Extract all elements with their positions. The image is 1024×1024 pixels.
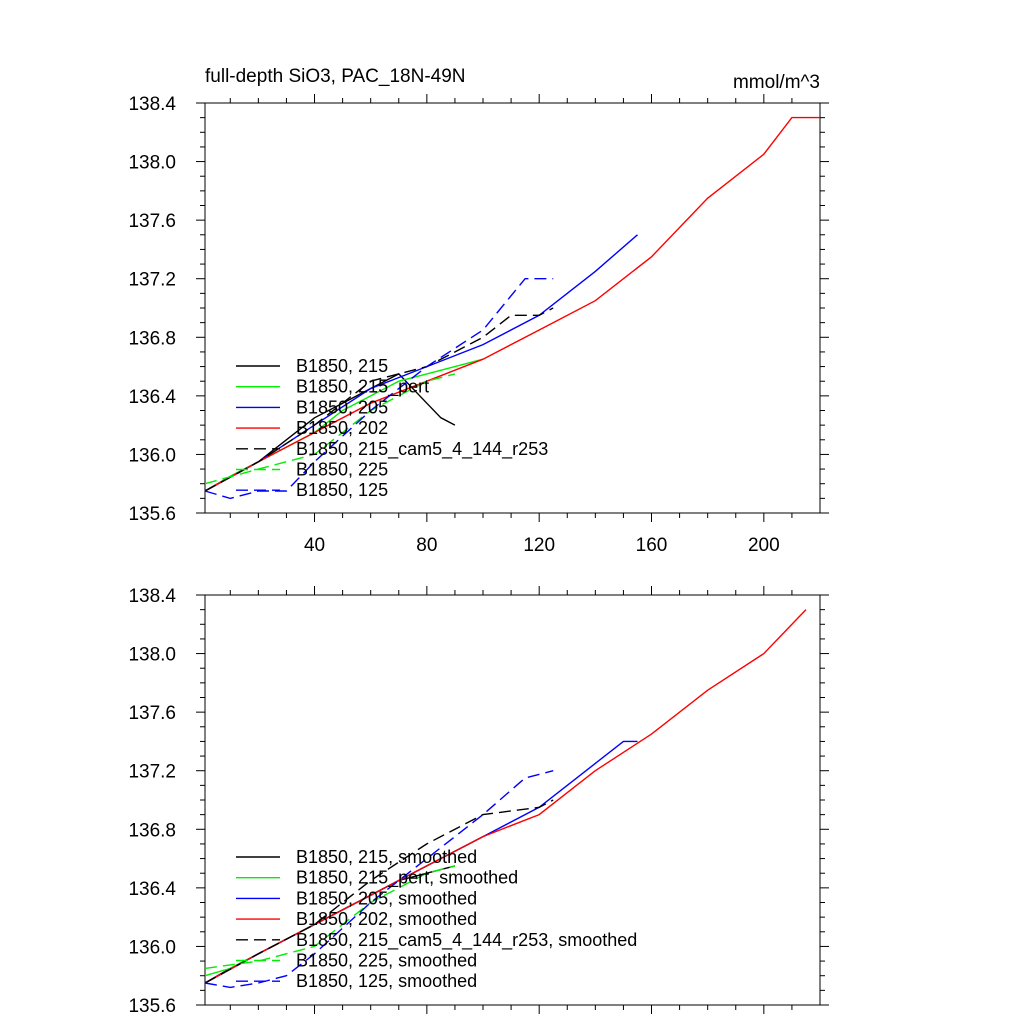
y-tick-label: 135.6 bbox=[128, 996, 176, 1017]
y-tick-label: 136.0 bbox=[128, 937, 176, 958]
y-tick-label: 138.0 bbox=[128, 645, 176, 666]
y-tick-label: 138.4 bbox=[128, 94, 176, 115]
legend-label: B1850, 215_pert, smoothed bbox=[296, 868, 518, 889]
legend-label: B1850, 215 bbox=[296, 356, 388, 376]
legend-label: B1850, 225, smoothed bbox=[296, 951, 477, 971]
series-line bbox=[204, 865, 456, 970]
legend-label: B1850, 225 bbox=[296, 460, 388, 480]
y-tick-label: 137.6 bbox=[128, 703, 176, 724]
legend-label: B1850, 215, smoothed bbox=[296, 847, 477, 867]
legend-label: B1850, 125, smoothed bbox=[296, 971, 477, 991]
legend-label: B1850, 205, smoothed bbox=[296, 888, 477, 908]
chart-title: full-depth SiO3, PAC_18N-49N bbox=[205, 66, 466, 87]
y-tick-label: 137.2 bbox=[128, 762, 176, 783]
y-tick-label: 136.4 bbox=[128, 879, 176, 900]
series-line bbox=[204, 770, 554, 989]
y-tick-label: 136.8 bbox=[128, 328, 176, 349]
legend-label: B1850, 125 bbox=[296, 480, 388, 500]
legend-label: B1850, 215_cam5_4_144_r253 bbox=[296, 439, 548, 460]
x-tick-label: 40 bbox=[304, 535, 325, 556]
y-tick-label: 136.8 bbox=[128, 820, 176, 841]
top-panel: full-depth SiO3, PAC_18N-49N mmol/m^3 13… bbox=[128, 66, 829, 556]
y-tick-label: 138.4 bbox=[128, 586, 176, 607]
legend-label: B1850, 205 bbox=[296, 397, 388, 417]
bottom-panel: 135.6 136.0 136.4 136.8 137.2 137.6 138.0 138.4… bbox=[128, 586, 829, 1017]
legend-label: B1850, 215_cam5_4_144_r253, smoothed bbox=[296, 930, 637, 951]
x-tick-label: 160 bbox=[636, 535, 668, 556]
y-tick-label: 137.6 bbox=[128, 211, 176, 232]
units-label: mmol/m^3 bbox=[733, 72, 820, 93]
y-tick-label: 135.6 bbox=[128, 504, 176, 525]
y-tick-label: 138.0 bbox=[128, 153, 176, 174]
y-tick-label: 136.4 bbox=[128, 387, 176, 408]
x-tick-label: 80 bbox=[416, 535, 437, 556]
y-tick-label: 136.0 bbox=[128, 445, 176, 466]
y-tick-label: 137.2 bbox=[128, 270, 176, 291]
legend-label: B1850, 215_pert bbox=[296, 377, 429, 398]
series-line bbox=[204, 373, 456, 485]
series-line bbox=[204, 116, 820, 492]
legend-label: B1850, 202, smoothed bbox=[296, 909, 477, 929]
x-tick-label: 120 bbox=[523, 535, 555, 556]
series-line bbox=[204, 278, 554, 500]
x-tick-label: 200 bbox=[748, 535, 780, 556]
legend-label: B1850, 202 bbox=[296, 418, 388, 438]
